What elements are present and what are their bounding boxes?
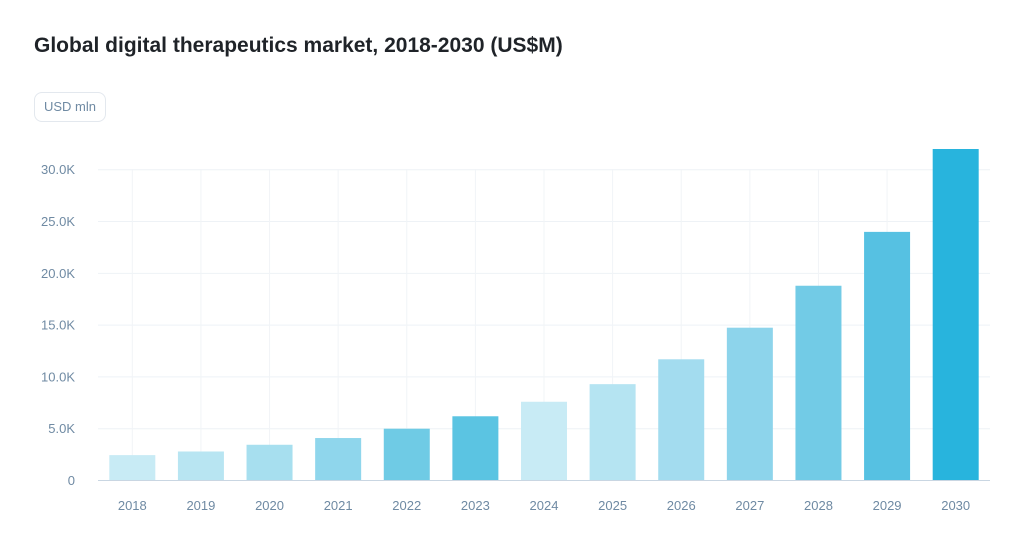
bar-2022[interactable] bbox=[383, 428, 430, 481]
y-tick-label: 20.0K bbox=[41, 266, 75, 281]
y-tick-label: 25.0K bbox=[41, 214, 75, 229]
x-tick-label: 2026 bbox=[667, 498, 696, 513]
bar-2020[interactable] bbox=[246, 444, 293, 481]
x-tick-label: 2029 bbox=[873, 498, 902, 513]
y-tick-label: 5.0K bbox=[48, 421, 75, 436]
x-tick-label: 2025 bbox=[598, 498, 627, 513]
bar-2029[interactable] bbox=[864, 231, 911, 481]
bars bbox=[109, 149, 979, 481]
bar-2030[interactable] bbox=[932, 149, 979, 481]
y-tick-label: 0 bbox=[68, 473, 75, 488]
y-tick-label: 10.0K bbox=[41, 369, 75, 384]
bar-2021[interactable] bbox=[315, 438, 362, 481]
bar-2023[interactable] bbox=[452, 416, 499, 481]
y-axis-ticks: 0 5.0K 10.0K 15.0K 20.0K 25.0K 30.0K bbox=[41, 162, 75, 488]
bar-2028[interactable] bbox=[795, 285, 842, 481]
x-tick-label: 2018 bbox=[118, 498, 147, 513]
x-tick-label: 2019 bbox=[186, 498, 215, 513]
x-tick-label: 2024 bbox=[530, 498, 559, 513]
x-tick-label: 2022 bbox=[392, 498, 421, 513]
x-tick-label: 2020 bbox=[255, 498, 284, 513]
x-tick-label: 2030 bbox=[941, 498, 970, 513]
bar-2027[interactable] bbox=[726, 327, 773, 481]
bar-2018[interactable] bbox=[109, 455, 156, 481]
x-axis-ticks: 2018 2019 2020 2021 2022 2023 2024 2025 2026 2027… bbox=[118, 498, 970, 513]
x-tick-label: 2027 bbox=[735, 498, 764, 513]
x-tick-label: 2023 bbox=[461, 498, 490, 513]
bar-2019[interactable] bbox=[177, 451, 224, 481]
x-tick-label: 2021 bbox=[324, 498, 353, 513]
y-tick-label: 15.0K bbox=[41, 318, 75, 333]
bar-2025[interactable] bbox=[589, 384, 636, 481]
x-tick-label: 2028 bbox=[804, 498, 833, 513]
y-tick-label: 30.0K bbox=[41, 162, 75, 177]
chart-title: Global digital therapeutics market, 2018… bbox=[34, 34, 563, 57]
bar-2026[interactable] bbox=[658, 359, 705, 481]
bar-2024[interactable] bbox=[521, 401, 567, 481]
unit-badge: USD mln bbox=[34, 92, 107, 122]
